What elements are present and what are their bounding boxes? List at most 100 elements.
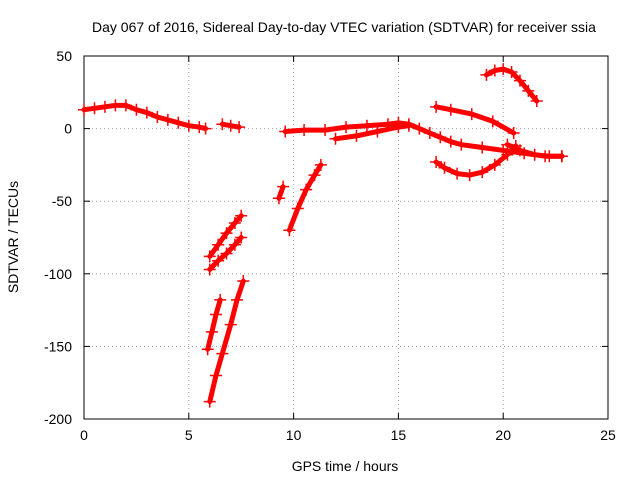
data-point xyxy=(201,343,214,356)
data-point xyxy=(272,192,285,205)
data-series-14 xyxy=(501,138,568,163)
data-point xyxy=(235,209,248,222)
data-point xyxy=(203,250,216,263)
data-point xyxy=(488,64,501,77)
data-series-8 xyxy=(283,158,327,237)
data-point xyxy=(119,99,132,112)
data-point xyxy=(430,155,443,168)
data-point xyxy=(543,150,556,163)
data-point xyxy=(308,169,321,182)
data-point xyxy=(203,395,216,408)
x-tick-label: 15 xyxy=(391,427,407,443)
axis-ticks: 0 5 10 15 20 25 -200 -150 -100 -50 0 50 xyxy=(44,48,616,443)
data-point xyxy=(277,180,290,193)
data-point xyxy=(340,121,352,134)
data-series-10 xyxy=(329,119,415,145)
data-point xyxy=(314,158,327,171)
data-point xyxy=(444,103,457,116)
data-point xyxy=(161,113,174,126)
data-point xyxy=(480,68,493,81)
data-point xyxy=(216,118,229,131)
data-point xyxy=(463,169,476,182)
data-point xyxy=(228,238,241,251)
y-tick-label: 0 xyxy=(64,121,72,137)
data-point xyxy=(279,125,292,138)
data-point xyxy=(298,124,311,137)
data-point xyxy=(434,131,447,144)
data-point xyxy=(205,325,218,338)
data-point xyxy=(505,65,518,78)
data-point xyxy=(78,103,90,116)
y-tick-label: -200 xyxy=(44,411,72,427)
data-point xyxy=(371,125,384,138)
data-point xyxy=(438,161,451,174)
data-point xyxy=(203,263,216,276)
y-axis-title: SDTVAR / TECUs xyxy=(5,181,21,293)
data-point xyxy=(530,95,543,108)
y-tick-label: -100 xyxy=(44,266,72,282)
data-point xyxy=(455,138,468,151)
data-point xyxy=(423,126,436,139)
data-point xyxy=(430,100,443,113)
x-tick-label: 25 xyxy=(600,427,616,443)
data-series-5 xyxy=(201,293,227,356)
data-point xyxy=(444,135,457,148)
data-point xyxy=(329,132,342,145)
data-point xyxy=(199,122,212,135)
data-point xyxy=(476,141,489,154)
data-point xyxy=(193,121,206,134)
data-series-4 xyxy=(203,231,248,276)
data-point xyxy=(212,254,225,267)
data-point xyxy=(291,202,304,215)
y-tick-label: -50 xyxy=(52,193,72,209)
data-point xyxy=(224,119,237,132)
data-point xyxy=(140,106,153,119)
data-series-11 xyxy=(430,100,520,139)
data-point xyxy=(300,183,313,196)
x-axis-title: GPS time / hours xyxy=(292,458,399,474)
data-point xyxy=(214,293,227,306)
data-point xyxy=(501,148,514,161)
data-point xyxy=(231,293,244,306)
data-point xyxy=(88,102,101,115)
data-point xyxy=(283,224,296,237)
data-point xyxy=(109,99,122,112)
x-tick-label: 5 xyxy=(185,427,193,443)
data-point xyxy=(130,103,143,116)
data-point xyxy=(182,119,195,132)
series-trace xyxy=(205,297,223,352)
data-series-2 xyxy=(216,118,246,134)
series-trace xyxy=(433,143,519,178)
data-point xyxy=(528,148,541,161)
data-point xyxy=(98,100,111,113)
data-point xyxy=(210,308,223,321)
data-point xyxy=(172,116,185,129)
data-point xyxy=(501,138,514,151)
data-point xyxy=(451,167,464,180)
series-trace xyxy=(207,213,244,259)
data-point xyxy=(151,110,164,123)
data-point xyxy=(350,129,363,142)
data-series-7 xyxy=(272,180,290,205)
data-point xyxy=(513,144,526,157)
data-point xyxy=(486,115,499,128)
data-point xyxy=(497,63,510,76)
x-tick-label: 10 xyxy=(286,427,302,443)
data-point xyxy=(235,231,248,244)
data-point xyxy=(224,318,237,331)
plot-frame xyxy=(83,55,609,420)
data-series-3 xyxy=(203,209,248,263)
data-point xyxy=(237,275,250,288)
data-point xyxy=(555,150,568,163)
data-series-9 xyxy=(279,116,568,163)
data-point xyxy=(392,121,405,134)
data-point xyxy=(220,227,233,240)
data-point xyxy=(413,122,426,135)
data-point xyxy=(507,126,520,139)
data-series-6 xyxy=(203,275,250,408)
y-tick-label: -150 xyxy=(44,338,72,354)
x-tick-label: 0 xyxy=(80,427,88,443)
data-point xyxy=(228,216,241,229)
data-series xyxy=(78,63,568,408)
